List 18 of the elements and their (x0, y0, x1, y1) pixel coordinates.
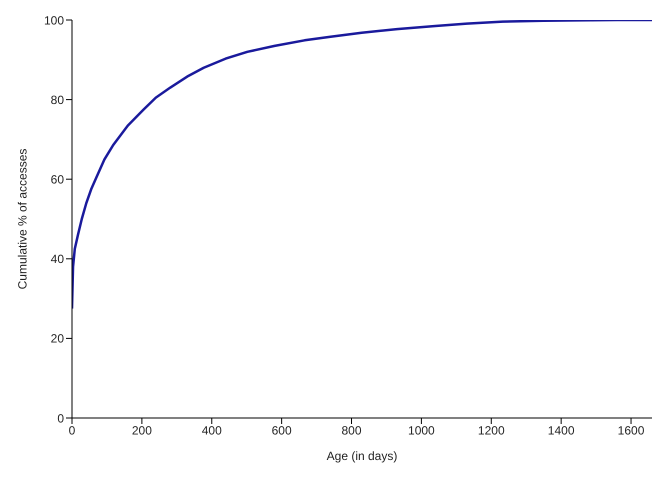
x-axis-title: Age (in days) (326, 449, 398, 463)
x-tick-label: 1400 (548, 424, 575, 438)
x-tick-label: 1600 (618, 424, 645, 438)
y-tick-label: 40 (50, 252, 64, 266)
x-tick-label: 0 (68, 424, 76, 438)
x-tick-label: 1200 (478, 424, 505, 438)
line-series (72, 20, 652, 310)
y-tick-label: 100 (44, 13, 64, 28)
y-tick-label: 80 (50, 92, 64, 107)
y-axis-title: Cumulative % of accesses (15, 148, 30, 290)
y-tick-label: 0 (57, 411, 64, 426)
x-tick-label: 200 (132, 424, 152, 438)
y-tick-label: 20 (50, 332, 64, 346)
x-tick-label: 400 (202, 424, 222, 438)
x-tick-label: 600 (272, 424, 292, 438)
x-tick-label: 800 (342, 424, 362, 438)
x-tick-label: 1000 (408, 424, 436, 438)
y-tick-label: 60 (50, 172, 64, 186)
